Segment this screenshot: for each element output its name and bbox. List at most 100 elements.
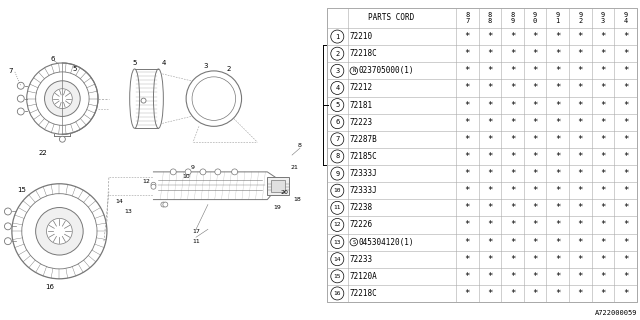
Circle shape [45, 81, 80, 116]
Text: *: * [623, 203, 628, 212]
Text: 21: 21 [290, 165, 298, 171]
Text: 8
9: 8 9 [510, 12, 515, 24]
Text: 72287B: 72287B [350, 135, 378, 144]
Circle shape [331, 167, 344, 180]
Text: 12: 12 [143, 179, 150, 184]
Text: *: * [465, 289, 470, 298]
Text: *: * [600, 272, 605, 281]
Text: 72218C: 72218C [350, 49, 378, 58]
Text: *: * [623, 272, 628, 281]
Text: *: * [510, 135, 515, 144]
Text: *: * [555, 255, 561, 264]
Circle shape [52, 89, 72, 108]
Circle shape [232, 169, 237, 175]
Circle shape [4, 208, 12, 215]
Text: 3: 3 [204, 63, 208, 69]
Text: *: * [578, 135, 583, 144]
Text: *: * [532, 84, 538, 92]
Text: 18: 18 [293, 197, 301, 202]
Text: *: * [600, 66, 605, 75]
Circle shape [331, 270, 344, 283]
Text: 6: 6 [335, 119, 339, 125]
Text: *: * [578, 289, 583, 298]
Circle shape [17, 95, 24, 102]
Text: 72238: 72238 [350, 203, 373, 212]
Text: *: * [510, 32, 515, 41]
Text: *: * [623, 32, 628, 41]
Text: *: * [578, 186, 583, 195]
Text: 8: 8 [335, 153, 339, 159]
Text: A722000059: A722000059 [595, 310, 637, 316]
Text: 8: 8 [298, 143, 302, 148]
Text: *: * [532, 135, 538, 144]
Text: *: * [623, 289, 628, 298]
Text: 8
8: 8 8 [488, 12, 492, 24]
Text: *: * [623, 169, 628, 178]
Text: 9
3: 9 3 [601, 12, 605, 24]
Text: *: * [510, 186, 515, 195]
Text: *: * [600, 237, 605, 247]
Text: *: * [487, 100, 493, 109]
Text: 4: 4 [162, 60, 166, 66]
Text: *: * [532, 237, 538, 247]
Text: 11: 11 [192, 239, 200, 244]
Text: 72223: 72223 [350, 118, 373, 127]
Circle shape [12, 184, 107, 279]
Text: *: * [487, 237, 493, 247]
Text: *: * [578, 203, 583, 212]
Text: 72218C: 72218C [350, 289, 378, 298]
Text: *: * [487, 289, 493, 298]
Circle shape [331, 184, 344, 197]
Text: *: * [555, 118, 561, 127]
Text: *: * [578, 169, 583, 178]
Circle shape [350, 238, 358, 246]
Circle shape [47, 219, 72, 244]
Circle shape [4, 238, 12, 245]
Circle shape [17, 108, 24, 115]
Text: 045304120(1): 045304120(1) [359, 237, 414, 247]
Text: *: * [555, 100, 561, 109]
Circle shape [331, 150, 344, 163]
Text: 3: 3 [335, 68, 339, 74]
Text: PARTS CORD: PARTS CORD [368, 13, 415, 22]
Text: *: * [465, 169, 470, 178]
Text: *: * [532, 66, 538, 75]
Text: *: * [555, 32, 561, 41]
Text: *: * [555, 49, 561, 58]
Text: *: * [600, 169, 605, 178]
Text: *: * [600, 84, 605, 92]
Text: *: * [555, 186, 561, 195]
Text: *: * [465, 152, 470, 161]
Text: *: * [532, 32, 538, 41]
Text: *: * [578, 100, 583, 109]
Text: 2: 2 [335, 51, 339, 57]
Text: *: * [600, 135, 605, 144]
Circle shape [170, 169, 176, 175]
Text: 5: 5 [72, 66, 76, 72]
Circle shape [350, 67, 358, 75]
Text: *: * [578, 49, 583, 58]
Text: *: * [623, 220, 628, 229]
Circle shape [27, 63, 98, 134]
Circle shape [163, 202, 168, 207]
Text: *: * [510, 169, 515, 178]
Text: *: * [487, 169, 493, 178]
Circle shape [215, 169, 221, 175]
Text: *: * [510, 220, 515, 229]
Circle shape [17, 82, 24, 89]
Circle shape [331, 201, 344, 214]
Text: *: * [487, 152, 493, 161]
Text: *: * [578, 32, 583, 41]
Text: *: * [510, 237, 515, 247]
Circle shape [141, 98, 146, 103]
Text: *: * [510, 84, 515, 92]
Circle shape [60, 136, 65, 142]
Text: 9
0: 9 0 [533, 12, 537, 24]
Text: 9: 9 [191, 165, 195, 171]
Text: 10: 10 [182, 174, 190, 179]
Circle shape [200, 169, 206, 175]
Text: *: * [487, 135, 493, 144]
Text: *: * [510, 289, 515, 298]
Bar [271, 180, 285, 192]
Text: *: * [532, 118, 538, 127]
